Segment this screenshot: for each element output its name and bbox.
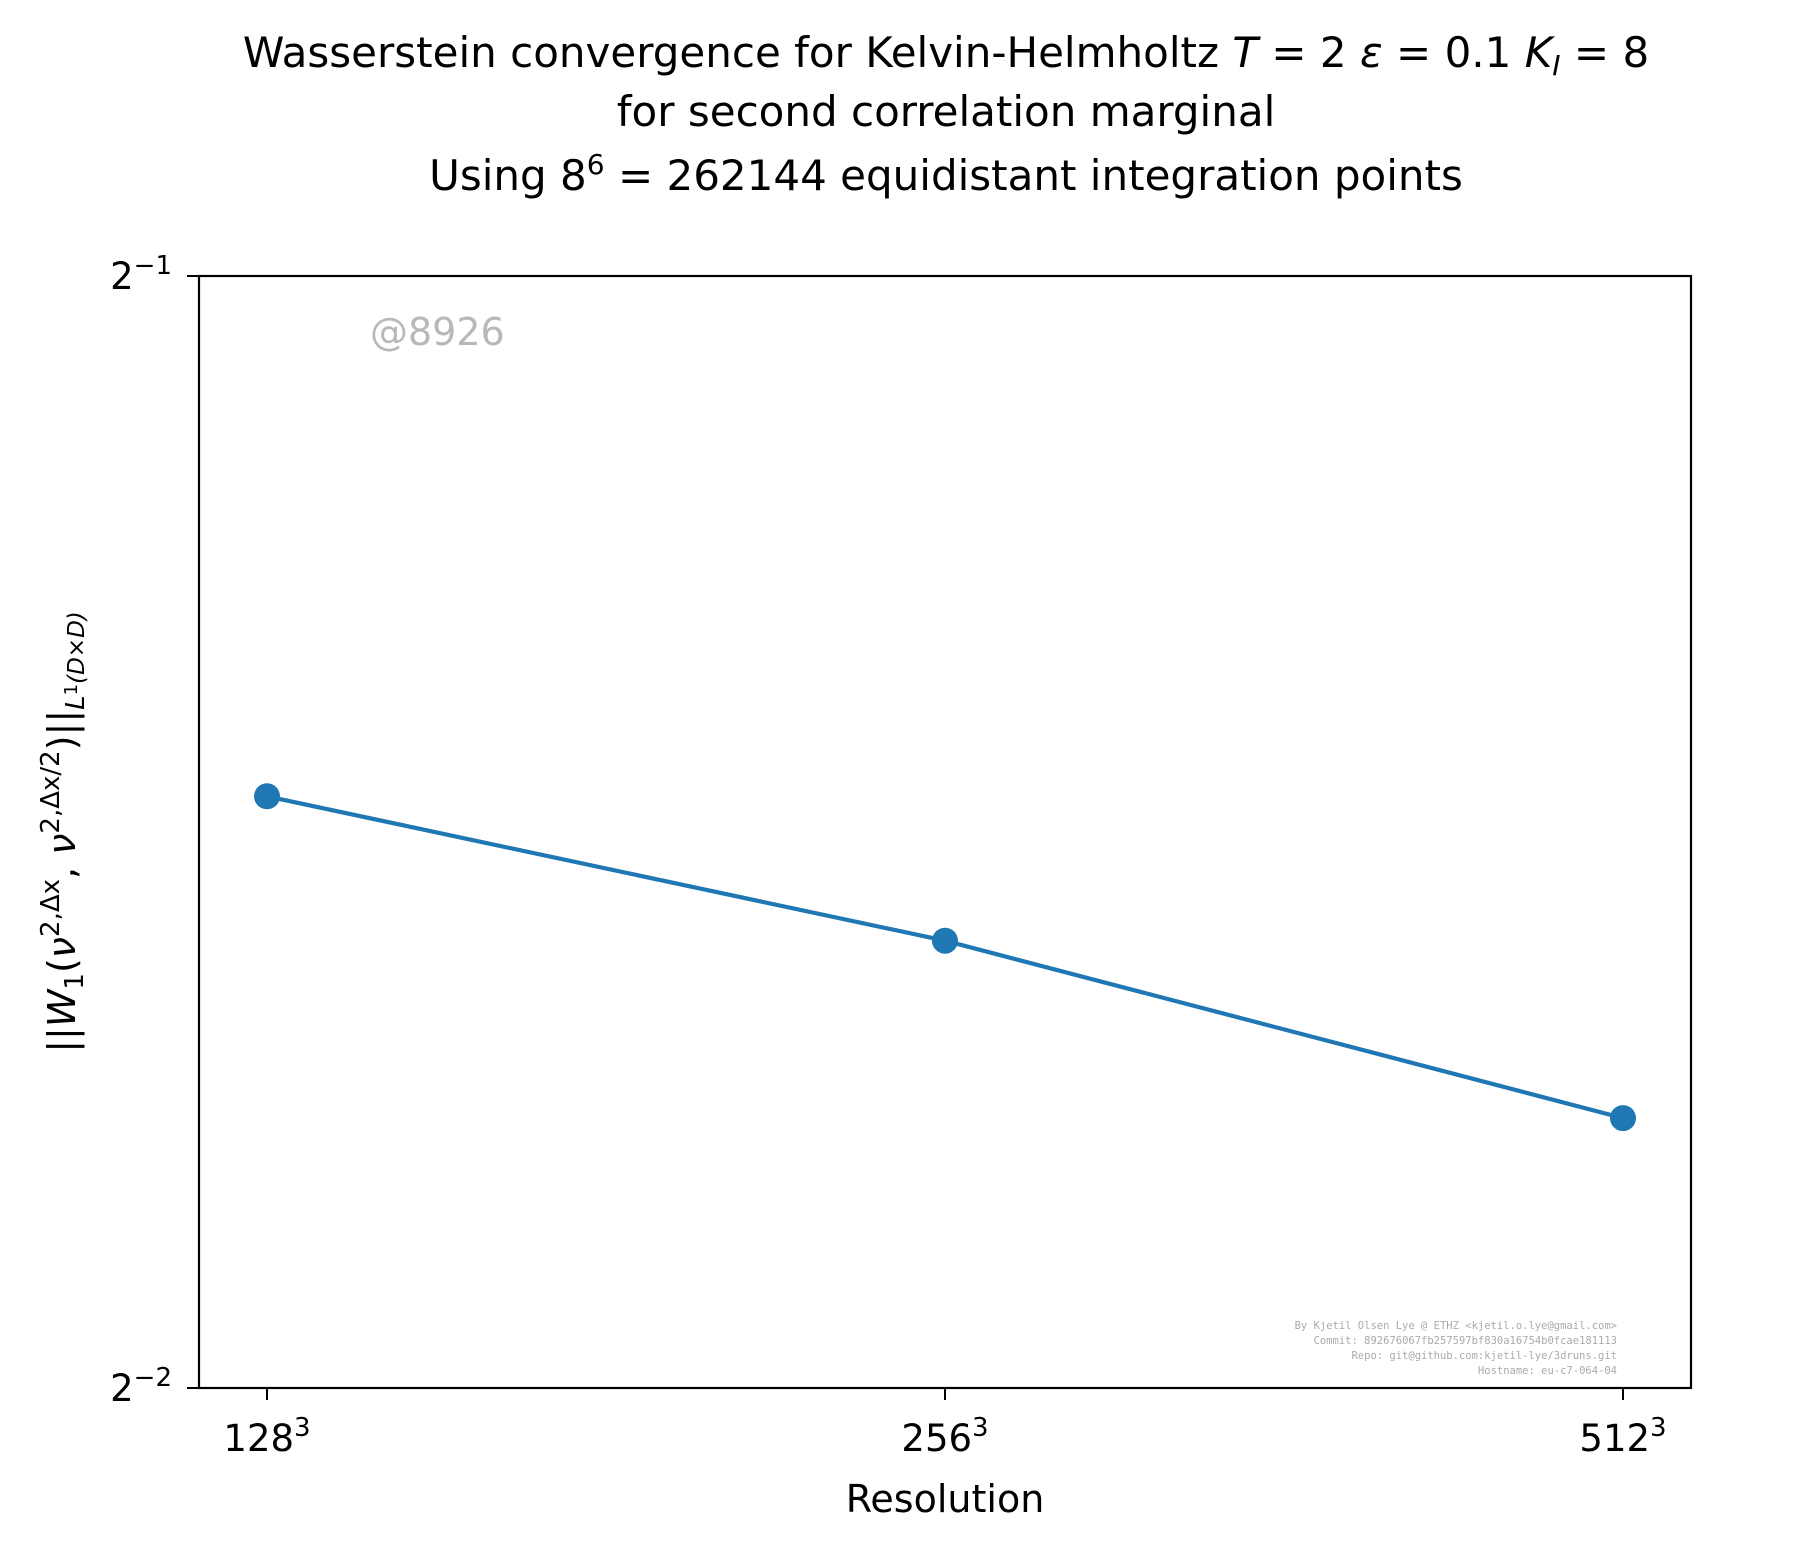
credit-line-repo: Repo: git@github.com:kjetil-lye/3druns.g… (1351, 1350, 1617, 1362)
watermark: @8926 (370, 310, 505, 354)
chart-title: Wasserstein convergence for Kelvin-Helmh… (243, 28, 1649, 200)
x-axis-ticks: 1283 2563 5123 (223, 1388, 1667, 1460)
x-axis-label: Resolution (846, 1477, 1045, 1521)
data-point (932, 927, 958, 954)
y-axis-label: ||W1(ν2,Δx, ν2,Δx/2)||L1(D×D) (36, 611, 91, 1053)
credit-line-hostname: Hostname: eu-c7-064-04 (1478, 1365, 1617, 1377)
title-line-3: Using 86 = 262144 equidistant integratio… (429, 148, 1463, 200)
series-layer (254, 783, 1636, 1132)
data-point (1610, 1105, 1636, 1132)
plot-area (199, 276, 1691, 1388)
y-tick-label: 2−1 (110, 251, 172, 298)
title-line-2: for second correlation marginal (617, 87, 1276, 136)
x-tick-label: 1283 (223, 1413, 310, 1460)
x-tick-label: 5123 (1579, 1413, 1666, 1460)
credits: By Kjetil Olsen Lye @ ETHZ <kjetil.o.lye… (1295, 1320, 1617, 1377)
y-axis-ticks: 2−1 2−2 (110, 251, 199, 1410)
x-tick-label: 2563 (901, 1413, 988, 1460)
title-line-1: Wasserstein convergence for Kelvin-Helmh… (243, 28, 1649, 82)
y-tick-label: 2−2 (110, 1363, 172, 1410)
credit-line-author: By Kjetil Olsen Lye @ ETHZ <kjetil.o.lye… (1295, 1320, 1617, 1332)
credit-line-commit: Commit: 892676067fb257597bf830a16754b0fc… (1314, 1335, 1617, 1347)
data-point (254, 783, 280, 810)
